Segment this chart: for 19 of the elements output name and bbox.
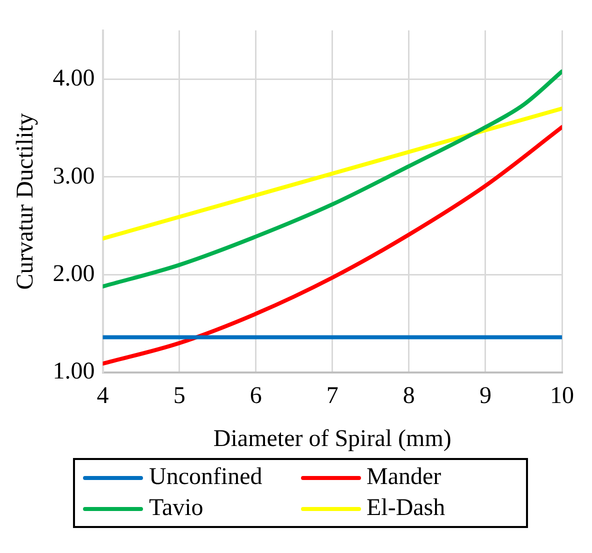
line-series — [102, 69, 562, 288]
x-tick-label: 8 — [402, 383, 415, 410]
x-tick-label: 10 — [550, 383, 574, 410]
x-tick-label: 9 — [479, 383, 492, 410]
x-tick-label: 6 — [250, 383, 262, 410]
legend-label: Tavio — [149, 495, 204, 522]
x-axis-title: Diameter of Spiral (mm) — [213, 426, 452, 452]
y-tick-label: 4.00 — [52, 66, 95, 92]
y-tick-label: 3.00 — [52, 163, 95, 190]
x-tick-label: 4 — [96, 383, 109, 410]
y-axis-title: Curvatur Ductility — [12, 113, 39, 290]
legend-label: Unconfined — [149, 464, 262, 491]
line-series — [102, 125, 562, 366]
x-tick-label: 5 — [173, 383, 186, 410]
legend-label: Mander — [366, 464, 442, 491]
y-tick-label: 1.00 — [52, 358, 95, 385]
legend-label: El-Dash — [366, 495, 446, 522]
y-tick-label: 2.00 — [52, 260, 95, 287]
x-tick-label: 7 — [326, 383, 338, 410]
